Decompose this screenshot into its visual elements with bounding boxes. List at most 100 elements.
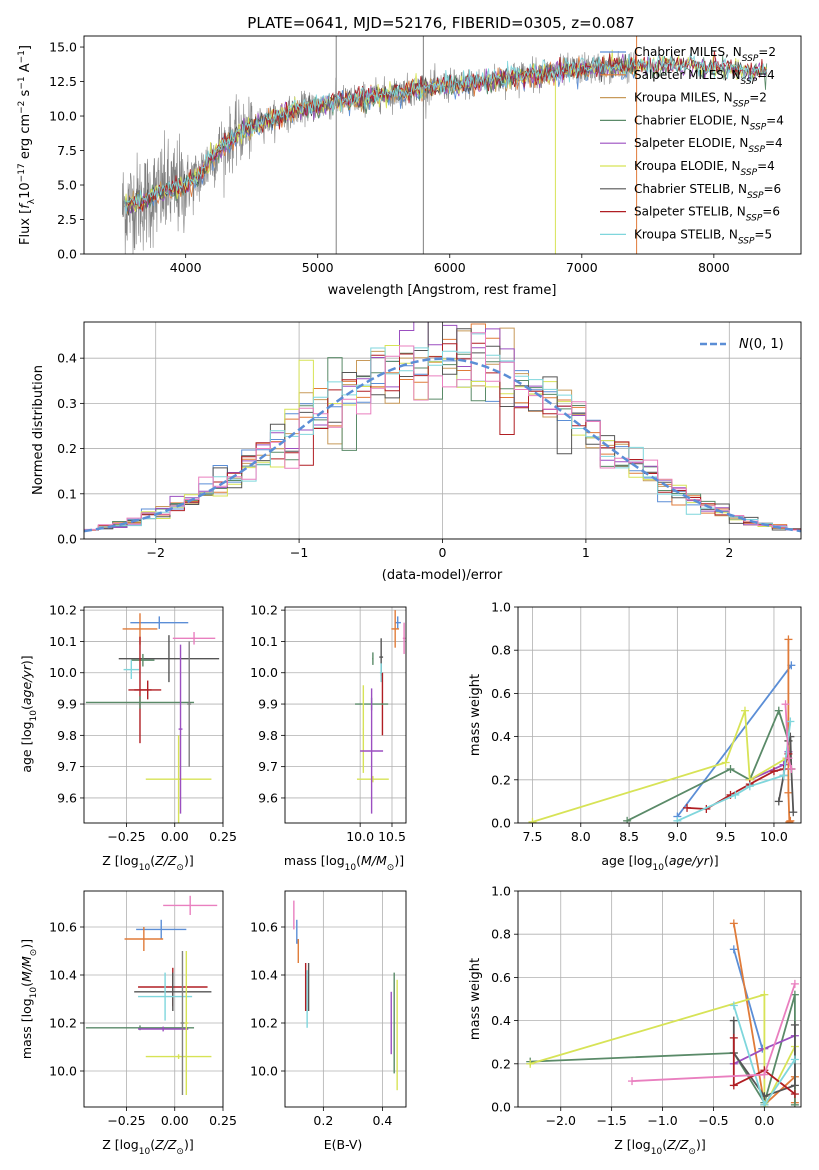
label-part: A	[18, 63, 33, 76]
legend-label: Salpeter ELODIE, NSSP=4	[634, 136, 783, 155]
y-tick-label: 0.2	[491, 772, 511, 787]
y-tick-label: 1.0	[491, 600, 511, 615]
label-part: =4	[766, 113, 784, 127]
y-tick-label: 10.0	[49, 109, 77, 124]
y-tick-label: 0.1	[57, 486, 77, 501]
y-tick-label: 10.0	[49, 1064, 77, 1079]
x-axis-label: Z [log10(Z/Z⊙)]	[102, 853, 193, 873]
label-part: M/M	[361, 853, 387, 868]
label-part: ]	[18, 45, 33, 50]
label-part: log	[632, 1137, 651, 1152]
panel-mass_vs_ebv: 0.2 0.4 10.0 10.2 10.4 10.6 E(B-V)	[250, 890, 407, 1152]
x-tick-label: −1	[290, 545, 308, 560]
y-tick-label: 0.2	[491, 1056, 511, 1071]
plot-area	[122, 36, 768, 254]
label-part: ⊙	[29, 949, 39, 957]
y-tick-label: 10.1	[250, 634, 278, 649]
label-part: log	[326, 853, 345, 868]
label-part: 10	[139, 1147, 151, 1157]
y-tick-label: 0.8	[491, 643, 511, 658]
label-part: 10	[18, 182, 33, 199]
x-tick-label: −0.25	[107, 1113, 145, 1128]
normal-curve	[84, 357, 801, 533]
label-part: SSP	[742, 54, 759, 64]
x-tick-label: −0.25	[107, 829, 145, 844]
residual-histogram	[84, 332, 801, 531]
label-part: SSP	[741, 168, 758, 178]
x-tick-label: 0.25	[209, 829, 237, 844]
y-tick-label: 0.0	[491, 1100, 511, 1115]
x-tick-label: 0.0	[754, 1113, 774, 1128]
y-tick-label: 10.0	[49, 665, 77, 680]
label-part: mass [	[284, 853, 326, 868]
x-tick-label: −2.0	[546, 1113, 576, 1128]
label-part: Chabrier MILES, N	[634, 45, 742, 59]
y-tick-label: 10.0	[250, 1064, 278, 1079]
y-tick-label: 0.0	[491, 816, 511, 831]
x-tick-label: −0.5	[698, 1113, 728, 1128]
x-tick-label: 0.25	[209, 1113, 237, 1128]
series-line	[529, 993, 796, 1107]
label-part: (	[664, 853, 669, 868]
label-part: age/yr	[19, 664, 34, 705]
label-part: )]	[709, 853, 719, 868]
y-tick-label: 7.5	[57, 143, 77, 158]
x-tick-label: −1.5	[596, 1113, 626, 1128]
x-tick-label: 2	[725, 545, 733, 560]
label-part: )]	[19, 939, 34, 949]
panel-age_vs_mass: 10.0 10.5 9.6 9.7 9.8 9.9 10.0 10.1 10.2 mass [lo…	[250, 603, 407, 873]
label-part: =2	[758, 45, 776, 59]
x-axis-label: Z [log10(Z/Z⊙)]	[614, 1137, 705, 1157]
label-part: =4	[765, 136, 783, 150]
y-tick-label: 9.7	[57, 759, 77, 774]
x-axis-label: Z [log10(Z/Z⊙)]	[102, 1137, 193, 1157]
label-part: (	[19, 982, 34, 987]
y-tick-label: 10.2	[49, 1016, 77, 1031]
y-tick-label: 1.0	[491, 884, 511, 899]
legend-label: Kroupa MILES, NSSP=2	[634, 91, 767, 110]
label-part: SSP	[741, 77, 758, 87]
model-spectrum	[124, 49, 768, 212]
x-tick-label: 0.00	[161, 1113, 189, 1128]
label-part: log	[120, 853, 139, 868]
label-part: (	[150, 853, 155, 868]
label-part: )]	[19, 655, 34, 665]
label-part: (	[19, 705, 34, 710]
label-part: Z [	[614, 1137, 631, 1152]
axes-frame	[83, 606, 224, 824]
label-part: Kroupa MILES, N	[634, 91, 733, 105]
label-part: ⊙	[387, 863, 395, 873]
x-tick-label: 0.00	[161, 829, 189, 844]
x-tick-label: 8.0	[571, 829, 591, 844]
y-tick-label: 9.6	[57, 790, 77, 805]
label-part: =4	[757, 68, 775, 82]
label-part: =5	[754, 227, 772, 241]
label-part: ⊙	[176, 1147, 184, 1157]
y-axis-label: mass weight	[468, 958, 483, 1040]
label-part: ⊙	[176, 863, 184, 873]
panel-massweight_vs_age: 7.5 8.0 8.5 9.0 9.5 10.0 0.0 0.2 0.4 0.6 0.8 1.0 age…	[468, 600, 802, 873]
label-part: log	[19, 998, 34, 1017]
y-tick-label: 0.6	[491, 970, 511, 985]
x-tick-label: 7000	[566, 260, 598, 275]
label-part: Z/Z	[666, 1137, 689, 1152]
y-tick-label: 10.6	[250, 920, 278, 935]
y-tick-label: 9.8	[258, 728, 278, 743]
label-part: 10	[29, 710, 39, 722]
y-tick-label: 9.9	[258, 697, 278, 712]
model-spectrum	[124, 53, 768, 214]
label-part: 10	[139, 863, 151, 873]
y-tick-label: 0.0	[57, 532, 77, 547]
panels-layer: 4000 5000 6000 7000 80000.02.55.07.510.012.5…	[17, 14, 802, 1157]
x-tick-label: 0	[439, 545, 447, 560]
x-tick-label: 10.5	[378, 829, 406, 844]
label-part: )]	[184, 853, 194, 868]
label-part: Salpeter MILES, N	[634, 68, 741, 82]
y-tick-label: 9.7	[258, 759, 278, 774]
x-axis-label: mass [log10(M/M⊙)]	[284, 853, 404, 873]
y-axis-label: age [log10(age/yr)]	[19, 655, 39, 772]
y-tick-label: 10.6	[49, 920, 77, 935]
label-part: SSP	[746, 214, 763, 224]
axes-frame	[83, 321, 802, 540]
x-tick-label: 0.4	[372, 1113, 392, 1128]
